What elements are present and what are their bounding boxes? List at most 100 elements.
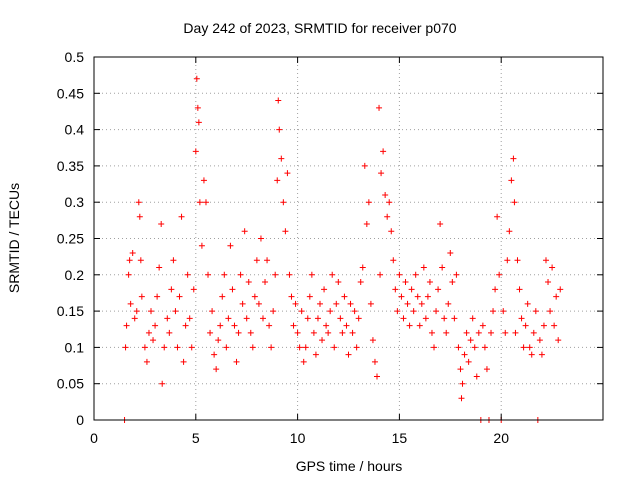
data-point: [508, 177, 515, 184]
data-point: [184, 271, 191, 278]
data-point: [125, 271, 132, 278]
data-point: [195, 119, 202, 126]
data-point: [367, 300, 374, 307]
y-tick-label: 0.2: [65, 267, 85, 283]
data-point: [380, 148, 387, 155]
data-point: [441, 315, 448, 322]
data-point: [400, 315, 407, 322]
data-point: [161, 344, 168, 351]
data-point: [223, 344, 230, 351]
data-point: [188, 344, 195, 351]
data-point: [237, 271, 244, 278]
data-point: [481, 344, 488, 351]
y-tick-label: 0: [76, 412, 84, 428]
data-point: [443, 329, 450, 336]
y-tick-label: 0.4: [65, 122, 85, 138]
y-axis-label: SRMTID / TECUs: [6, 183, 22, 293]
data-point: [209, 308, 216, 315]
data-point: [136, 213, 143, 220]
data-point: [378, 170, 385, 177]
data-point: [365, 199, 372, 206]
data-point: [314, 315, 321, 322]
x-axis-label: GPS time / hours: [296, 458, 403, 474]
data-point: [196, 199, 203, 206]
data-point: [492, 286, 499, 293]
data-point: [526, 344, 533, 351]
data-point: [528, 351, 535, 358]
data-point: [298, 308, 305, 315]
data-point: [343, 322, 350, 329]
data-point: [388, 228, 395, 235]
y-axis-ticks: 0 0.05 0.1 0.15 0.2 0.25 0.3 0.35 0.4 0.45 0.5: [57, 49, 603, 428]
data-point: [205, 271, 212, 278]
data-point: [422, 315, 429, 322]
data-point: [264, 257, 271, 264]
data-point: [406, 322, 413, 329]
data-point: [215, 337, 222, 344]
data-point: [494, 213, 501, 220]
data-point: [296, 344, 303, 351]
data-point: [408, 286, 415, 293]
data-point: [176, 293, 183, 300]
data-point: [426, 279, 433, 286]
data-point: [418, 300, 425, 307]
data-point: [325, 329, 332, 336]
data-point: [126, 257, 133, 264]
data-point: [371, 358, 378, 365]
x-tick-label: 15: [392, 430, 408, 446]
data-point: [540, 322, 547, 329]
data-point: [292, 300, 299, 307]
data-point: [211, 351, 218, 358]
data-point: [137, 257, 144, 264]
data-point: [133, 308, 140, 315]
data-point: [247, 329, 254, 336]
data-point: [549, 264, 556, 271]
data-point: [490, 308, 497, 315]
data-point: [557, 286, 564, 293]
data-point: [461, 351, 468, 358]
data-point: [511, 199, 518, 206]
data-point: [404, 300, 411, 307]
data-point: [545, 279, 552, 286]
data-point: [127, 300, 134, 307]
data-point: [488, 329, 495, 336]
data-point: [304, 315, 311, 322]
data-point: [424, 293, 431, 300]
data-point: [439, 264, 446, 271]
data-point: [272, 271, 279, 278]
data-point: [447, 250, 454, 257]
data-point: [347, 300, 354, 307]
data-point: [135, 199, 142, 206]
data-point: [319, 337, 326, 344]
data-point: [339, 329, 346, 336]
data-point: [496, 271, 503, 278]
data-point: [243, 315, 250, 322]
data-point: [225, 315, 232, 322]
data-point: [467, 337, 474, 344]
data-point: [335, 279, 342, 286]
data-point: [384, 213, 391, 220]
data-point: [433, 308, 440, 315]
data-point: [475, 329, 482, 336]
data-point: [213, 366, 220, 373]
data-point: [239, 300, 246, 307]
data-point: [290, 322, 297, 329]
data-point: [500, 308, 507, 315]
data-point: [233, 358, 240, 365]
data-point: [129, 250, 136, 257]
chart-title: Day 242 of 2023, SRMTID for receiver p07…: [183, 20, 456, 36]
data-point: [308, 271, 315, 278]
data-points: [121, 75, 564, 423]
data-point: [159, 380, 166, 387]
data-point: [323, 322, 330, 329]
data-point: [437, 220, 444, 227]
grid-lines: [94, 57, 603, 420]
data-point: [510, 155, 517, 162]
data-point: [458, 395, 465, 402]
data-point: [369, 337, 376, 344]
data-point: [245, 279, 252, 286]
data-point: [202, 199, 209, 206]
data-point: [310, 329, 317, 336]
data-point: [431, 344, 438, 351]
data-point: [459, 380, 466, 387]
